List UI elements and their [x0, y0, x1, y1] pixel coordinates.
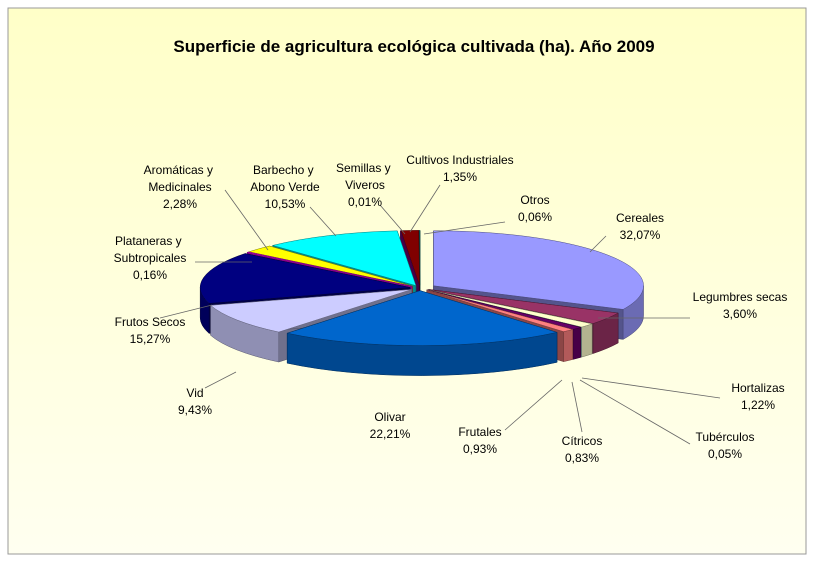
slice-wall: [572, 326, 582, 360]
value-label: 0,05%: [708, 447, 742, 461]
label-line: Subtropicales: [114, 251, 187, 265]
category-label: Frutos Secos: [115, 315, 186, 329]
slice: [210, 289, 412, 333]
leader-line: [379, 204, 406, 235]
leader-line: [159, 304, 213, 319]
slice: [400, 230, 420, 286]
category-label: Olivar: [374, 410, 405, 424]
value-label: 22,21%: [370, 427, 411, 441]
category-label: Otros: [520, 193, 549, 207]
category-label: Frutales: [458, 425, 501, 439]
label-line: Abono Verde: [250, 180, 320, 194]
value-label: 2,28%: [163, 197, 197, 211]
category-label: Cultivos Industriales: [406, 153, 513, 167]
leader-line: [224, 189, 269, 251]
category-label: Hortalizas: [731, 381, 784, 395]
leader-line: [571, 381, 583, 433]
labels: Cereales 32,07% Legumbres secas 3,60% Hortal…: [114, 153, 788, 465]
category-label: Legumbres secas: [693, 290, 788, 304]
slice: [247, 245, 413, 287]
value-label: 9,43%: [178, 403, 212, 417]
category-label: Cereales: [616, 211, 664, 225]
leader-line: [423, 221, 506, 235]
category-label: Plataneras y Subtropicales: [114, 234, 187, 265]
slice: [400, 230, 420, 286]
category-label: Vid: [186, 386, 203, 400]
leader-line: [204, 371, 237, 389]
slice-wall: [563, 329, 573, 362]
slice-wall: [581, 323, 593, 358]
slice: [246, 251, 413, 287]
value-label: 15,27%: [130, 332, 171, 346]
value-label: 0,93%: [463, 442, 497, 456]
slice: [286, 290, 558, 346]
category-label: Semillas y Viveros: [336, 161, 394, 192]
label-line: Plataneras y: [115, 234, 185, 248]
leader-line: [589, 235, 607, 253]
slice: [428, 289, 619, 324]
value-label: 0,06%: [518, 210, 552, 224]
label-line: Aromáticas y: [144, 163, 217, 177]
leader-line: [581, 377, 721, 399]
slice: [418, 230, 421, 286]
value-label: 10,53%: [265, 197, 306, 211]
pie: [199, 230, 644, 376]
value-label: 0,01%: [348, 195, 382, 209]
category-label: Cítricos: [562, 434, 603, 448]
slice: [271, 230, 417, 286]
category-label: Barbecho y Abono Verde: [250, 163, 320, 194]
chart-title: Superficie de agricultura ecológica cult…: [173, 37, 654, 56]
label-line: Viveros: [345, 178, 385, 192]
label-line: Semillas y: [336, 161, 394, 175]
value-label: 0,83%: [565, 451, 599, 465]
value-label: 1,22%: [741, 398, 775, 412]
label-line: Medicinales: [148, 180, 211, 194]
category-label: Tubérculos: [696, 430, 755, 444]
leader-line: [309, 206, 337, 237]
leader-line: [504, 379, 563, 431]
value-label: 32,07%: [620, 228, 661, 242]
leader-line: [579, 379, 691, 445]
value-label: 0,16%: [133, 268, 167, 282]
slice: [199, 253, 411, 304]
category-label: Aromáticas y Medicinales: [144, 163, 217, 194]
leader-line: [409, 184, 441, 233]
label-line: Barbecho y: [253, 163, 317, 177]
slice: [426, 289, 574, 332]
value-label: 1,35%: [443, 170, 477, 184]
value-label: 3,60%: [723, 307, 757, 321]
